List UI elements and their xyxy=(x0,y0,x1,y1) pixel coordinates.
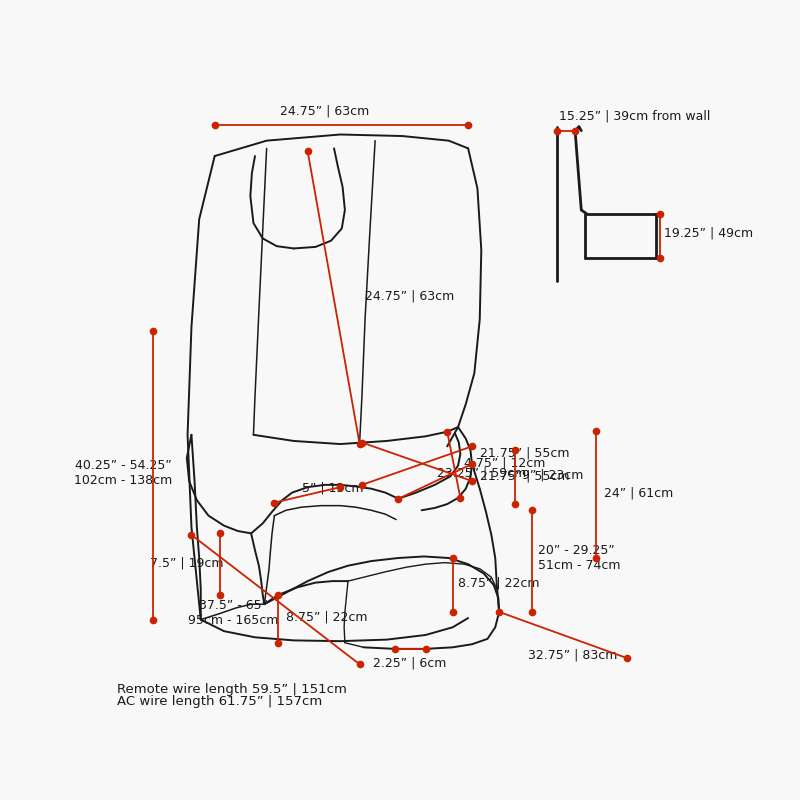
Text: 8.75” | 22cm: 8.75” | 22cm xyxy=(458,576,539,589)
Text: 23.25” | 59cm: 23.25” | 59cm xyxy=(437,466,526,479)
Text: AC wire length 61.75” | 157cm: AC wire length 61.75” | 157cm xyxy=(117,695,322,708)
Text: 24” | 61cm: 24” | 61cm xyxy=(604,486,673,499)
Text: 19.25” | 49cm: 19.25” | 49cm xyxy=(664,226,754,239)
Text: 4.75” | 12cm: 4.75” | 12cm xyxy=(464,456,546,469)
Text: 21.75” | 55cm: 21.75” | 55cm xyxy=(480,446,570,460)
Text: 8.75” | 22cm: 8.75” | 22cm xyxy=(286,610,367,623)
Text: 9” | 23cm: 9” | 23cm xyxy=(522,468,584,482)
Text: 40.25” - 54.25”
102cm - 138cm: 40.25” - 54.25” 102cm - 138cm xyxy=(74,459,172,487)
Text: 7.5” | 19cm: 7.5” | 19cm xyxy=(150,556,223,569)
Text: 21.75” | 55cm: 21.75” | 55cm xyxy=(480,470,570,483)
Text: 37.5” - 65”
95cm - 165cm: 37.5” - 65” 95cm - 165cm xyxy=(188,599,278,627)
Text: 32.75” | 83cm: 32.75” | 83cm xyxy=(528,649,618,662)
Text: 20” - 29.25”
51cm - 74cm: 20” - 29.25” 51cm - 74cm xyxy=(538,544,620,572)
Text: 5” | 13cm: 5” | 13cm xyxy=(302,482,363,495)
Text: 24.75” | 63cm: 24.75” | 63cm xyxy=(365,290,454,302)
Text: 2.25” | 6cm: 2.25” | 6cm xyxy=(374,657,446,670)
Text: Remote wire length 59.5” | 151cm: Remote wire length 59.5” | 151cm xyxy=(117,682,347,696)
Text: 24.75” | 63cm: 24.75” | 63cm xyxy=(280,105,370,118)
Text: 15.25” | 39cm from wall: 15.25” | 39cm from wall xyxy=(558,110,710,123)
